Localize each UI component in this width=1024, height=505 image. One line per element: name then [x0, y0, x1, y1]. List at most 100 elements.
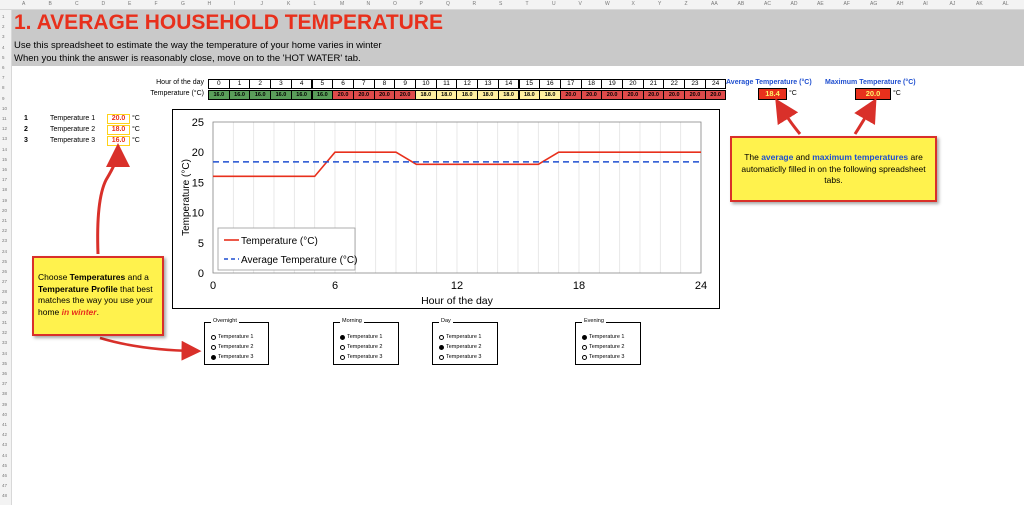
row-header[interactable]: 32: [2, 330, 8, 336]
column-header[interactable]: AC: [764, 1, 771, 7]
row-header[interactable]: 12: [2, 126, 8, 132]
column-header[interactable]: AD: [790, 1, 798, 7]
row-header[interactable]: 34: [2, 350, 8, 356]
column-header[interactable]: AH: [896, 1, 904, 7]
column-header[interactable]: D: [101, 1, 106, 7]
radio-selected-icon[interactable]: [582, 334, 587, 340]
column-header[interactable]: A: [22, 1, 26, 7]
column-header[interactable]: AG: [870, 1, 878, 7]
radio-icon[interactable]: [340, 344, 345, 350]
row-header[interactable]: 48: [2, 493, 8, 499]
temp-2-input[interactable]: 18.0: [107, 125, 130, 135]
row-header[interactable]: 2: [2, 24, 5, 30]
radio-icon[interactable]: [211, 344, 216, 350]
column-header[interactable]: X: [631, 1, 635, 7]
row-header[interactable]: 23: [2, 238, 8, 244]
column-header[interactable]: I: [234, 1, 236, 7]
row-header[interactable]: 26: [2, 269, 8, 274]
row-header[interactable]: 45: [2, 462, 8, 468]
column-header[interactable]: K: [287, 1, 291, 7]
row-header[interactable]: 21: [2, 218, 8, 223]
profile-morning-option-1[interactable]: Temperature 1: [340, 334, 382, 340]
row-header[interactable]: 13: [2, 136, 8, 142]
profile-overnight-option-2[interactable]: Temperature 2: [211, 344, 253, 350]
row-header[interactable]: 8: [2, 85, 5, 91]
column-header[interactable]: Y: [658, 1, 662, 7]
column-header[interactable]: J: [260, 1, 264, 7]
row-header[interactable]: 33: [2, 340, 8, 346]
row-header[interactable]: 9: [2, 95, 5, 101]
row-header[interactable]: 22: [2, 228, 8, 234]
row-header[interactable]: 19: [2, 197, 8, 203]
row-header[interactable]: 25: [2, 258, 8, 264]
column-header[interactable]: AE: [817, 1, 824, 7]
profile-overnight-option-1[interactable]: Temperature 1: [211, 334, 253, 340]
row-header[interactable]: 18: [2, 187, 8, 193]
column-header[interactable]: AL: [1002, 1, 1009, 7]
row-header[interactable]: 42: [2, 432, 8, 438]
column-header[interactable]: F: [154, 1, 158, 7]
row-header[interactable]: 44: [2, 452, 8, 458]
row-header[interactable]: 29: [2, 299, 8, 305]
row-header[interactable]: 15: [2, 156, 8, 162]
column-header[interactable]: P: [419, 1, 423, 7]
radio-icon[interactable]: [340, 354, 345, 360]
column-header[interactable]: AA: [711, 1, 718, 7]
column-header[interactable]: E: [128, 1, 132, 7]
row-header[interactable]: 24: [2, 248, 8, 254]
radio-selected-icon[interactable]: [340, 334, 345, 340]
profile-evening-option-2[interactable]: Temperature 2: [582, 344, 624, 350]
column-header[interactable]: Z: [684, 1, 688, 7]
row-header[interactable]: 31: [2, 320, 8, 325]
column-header[interactable]: N: [366, 1, 371, 7]
row-header[interactable]: 40: [2, 411, 8, 417]
column-header[interactable]: AJ: [949, 1, 956, 7]
temp-1-input[interactable]: 20.0: [107, 114, 130, 124]
column-header[interactable]: T: [525, 1, 529, 7]
column-header[interactable]: G: [181, 1, 185, 7]
column-header[interactable]: C: [75, 1, 79, 7]
column-header[interactable]: V: [578, 1, 582, 7]
column-header[interactable]: AI: [923, 1, 928, 7]
hour-cell[interactable]: 24: [704, 79, 727, 89]
row-header[interactable]: 38: [2, 391, 8, 397]
column-header[interactable]: R: [472, 1, 477, 7]
row-header[interactable]: 47: [2, 483, 8, 489]
profile-day-option-2[interactable]: Temperature 2: [439, 344, 481, 350]
column-header[interactable]: O: [393, 1, 397, 7]
column-header[interactable]: AB: [737, 1, 745, 7]
row-header[interactable]: 36: [2, 371, 8, 376]
radio-selected-icon[interactable]: [211, 354, 216, 360]
row-header[interactable]: 37: [2, 381, 8, 387]
column-header[interactable]: H: [207, 1, 212, 7]
row-header[interactable]: 28: [2, 289, 8, 295]
row-header[interactable]: 14: [2, 146, 8, 152]
column-header[interactable]: U: [552, 1, 556, 7]
row-header[interactable]: 43: [2, 442, 8, 448]
column-header[interactable]: S: [499, 1, 503, 7]
row-header[interactable]: 16: [2, 167, 8, 172]
profile-day-option-1[interactable]: Temperature 1: [439, 334, 481, 340]
profile-morning-option-2[interactable]: Temperature 2: [340, 344, 382, 350]
column-header[interactable]: AF: [843, 1, 850, 7]
column-header[interactable]: Q: [446, 1, 450, 7]
profile-day-option-3[interactable]: Temperature 3: [439, 354, 481, 360]
row-header[interactable]: 4: [2, 44, 5, 50]
row-header[interactable]: 5: [2, 54, 5, 60]
column-header[interactable]: AK: [976, 1, 983, 7]
column-header[interactable]: W: [605, 1, 610, 7]
row-header[interactable]: 39: [2, 401, 8, 407]
profile-morning-option-3[interactable]: Temperature 3: [340, 354, 382, 360]
radio-selected-icon[interactable]: [439, 344, 444, 350]
row-header[interactable]: 1: [2, 14, 5, 19]
column-header[interactable]: L: [313, 1, 317, 7]
row-header[interactable]: 7: [2, 75, 5, 81]
row-header[interactable]: 17: [2, 177, 8, 183]
radio-icon[interactable]: [439, 354, 444, 360]
column-header[interactable]: B: [48, 1, 52, 7]
row-header[interactable]: 11: [2, 116, 7, 121]
row-header[interactable]: 3: [2, 34, 5, 40]
profile-evening-option-1[interactable]: Temperature 1: [582, 334, 624, 340]
avg-temp-value[interactable]: 18.4: [758, 88, 787, 100]
row-header[interactable]: 10: [2, 105, 8, 111]
